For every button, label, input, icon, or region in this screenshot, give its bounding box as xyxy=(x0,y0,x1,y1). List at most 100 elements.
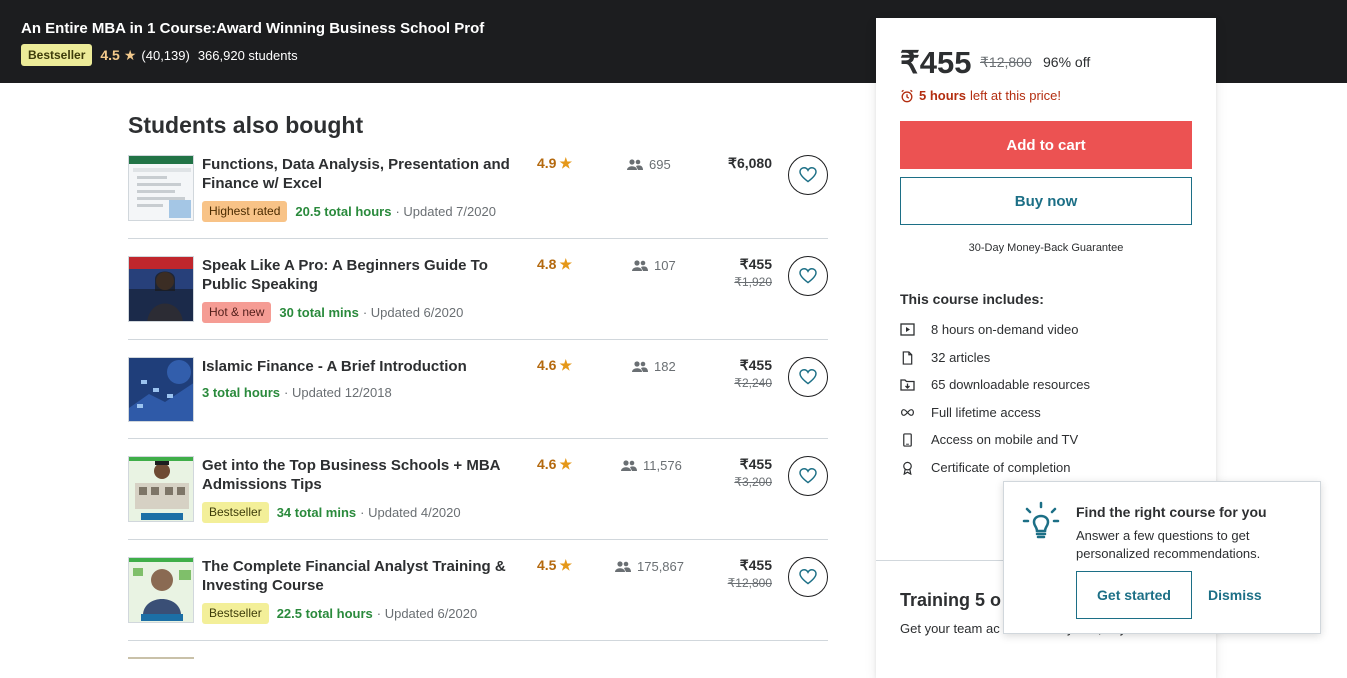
star-icon: ★ xyxy=(559,256,573,272)
course-thumbnail[interactable] xyxy=(128,256,194,322)
rating-count[interactable]: (40,139) xyxy=(141,47,190,63)
enrolled-value: 175,867 xyxy=(637,559,684,574)
course-title-link[interactable]: Functions, Data Analysis, Presentation a… xyxy=(202,156,510,192)
dismiss-button[interactable]: Dismiss xyxy=(1208,587,1262,603)
download-icon xyxy=(900,379,915,391)
course-price: ₹455 ₹1,920 xyxy=(734,256,772,289)
section-title: Students also bought xyxy=(128,112,364,138)
enrolled-value: 695 xyxy=(649,157,671,172)
wishlist-button[interactable] xyxy=(788,155,828,195)
course-title-link[interactable]: Get into the Top Business Schools + MBA … xyxy=(202,457,500,493)
course-rating: 4.6 ★ xyxy=(537,357,572,374)
original-price: ₹3,200 xyxy=(734,475,772,489)
star-icon: ★ xyxy=(559,557,573,573)
include-label: Certificate of completion xyxy=(931,460,1071,475)
users-icon xyxy=(632,360,648,372)
course-price: ₹6,080 xyxy=(728,155,772,172)
heart-icon xyxy=(799,468,817,484)
course-title-link[interactable]: Speak Like A Pro: A Beginners Guide To P… xyxy=(202,257,488,293)
rating-value: 4.9 xyxy=(537,155,557,171)
updated-date: · Updated 12/2018 xyxy=(284,385,392,400)
current-price: ₹455 xyxy=(739,357,772,373)
include-item: 32 articles xyxy=(900,350,990,365)
heart-icon xyxy=(799,167,817,183)
updated-date: · Updated 4/2020 xyxy=(360,505,461,520)
original-price: ₹2,240 xyxy=(734,376,772,390)
recommendation-popup: Find the right course for you Answer a f… xyxy=(1003,481,1321,634)
enrolled-value: 107 xyxy=(654,258,676,273)
current-price: ₹455 xyxy=(739,456,772,472)
course-title-link[interactable]: The Complete Financial Analyst Training … xyxy=(202,558,506,594)
enrolled-count: 175,867 xyxy=(615,559,684,574)
original-price: ₹12,800 xyxy=(727,576,772,590)
include-item: Full lifetime access xyxy=(900,405,1041,420)
hot-new-badge: Hot & new xyxy=(202,302,272,323)
course-row[interactable]: Get into the Top Business Schools + MBA … xyxy=(128,456,828,540)
course-row[interactable]: Speak Like A Pro: A Beginners Guide To P… xyxy=(128,256,828,340)
timer-hours: 5 hours xyxy=(919,88,966,103)
enrolled-count: 11,576 xyxy=(621,458,682,473)
certificate-icon xyxy=(903,461,912,475)
popup-title: Find the right course for you xyxy=(1076,504,1267,520)
users-icon xyxy=(615,560,631,572)
money-back-guarantee: 30-Day Money-Back Guarantee xyxy=(968,242,1124,254)
buy-now-button[interactable]: Buy now xyxy=(900,177,1192,225)
total-hours: 3 total hours xyxy=(202,385,281,400)
highest-rated-badge: Highest rated xyxy=(202,201,288,222)
updated-date: · Updated 6/2020 xyxy=(362,305,464,320)
total-hours: 30 total mins xyxy=(279,305,359,320)
course-thumbnail[interactable] xyxy=(128,557,194,623)
get-started-button[interactable]: Get started xyxy=(1076,571,1192,619)
original-price: ₹1,920 xyxy=(734,275,772,289)
star-icon: ★ xyxy=(559,357,573,373)
course-price: ₹455 ₹12,800 xyxy=(728,557,772,590)
wishlist-button[interactable] xyxy=(788,456,828,496)
video-icon xyxy=(900,323,915,336)
mobile-icon xyxy=(903,432,912,447)
users-icon xyxy=(632,259,648,271)
current-price: ₹455 xyxy=(739,256,772,272)
add-to-cart-button[interactable]: Add to cart xyxy=(900,121,1192,169)
course-title: An Entire MBA in 1 Course:Award Winning … xyxy=(21,20,485,37)
include-label: Access on mobile and TV xyxy=(931,432,1079,447)
course-thumbnail[interactable] xyxy=(128,456,194,522)
training-title: Training 5 o xyxy=(900,590,1002,610)
course-row[interactable]: Islamic Finance - A Brief Introduction 3… xyxy=(128,357,828,439)
users-icon xyxy=(627,158,643,170)
rating-value: 4.6 xyxy=(537,456,557,472)
star-icon: ★ xyxy=(123,46,137,63)
course-rating: 4.9 ★ xyxy=(537,155,572,172)
wishlist-button[interactable] xyxy=(788,357,828,397)
wishlist-button[interactable] xyxy=(788,557,828,597)
enrolled-value: 11,576 xyxy=(643,458,682,473)
course-price: ₹455 ₹2,240 xyxy=(734,357,772,390)
wishlist-button[interactable] xyxy=(788,256,828,296)
course-rating: 4.8 ★ xyxy=(537,256,572,273)
discount-percent: 96% off xyxy=(1043,54,1091,70)
course-thumbnail[interactable] xyxy=(128,357,194,422)
star-icon: ★ xyxy=(559,155,573,171)
bestseller-badge: Bestseller xyxy=(202,502,269,523)
include-item: 65 downloadable resources xyxy=(900,377,1090,392)
includes-title: This course includes: xyxy=(900,291,1044,307)
heart-icon xyxy=(799,268,817,284)
popup-text: Answer a few questions to get personaliz… xyxy=(1076,528,1261,561)
alarm-clock-icon xyxy=(901,89,913,102)
enrolled-value: 182 xyxy=(654,359,676,374)
current-price: ₹455 xyxy=(900,45,972,80)
course-title-link[interactable]: Islamic Finance - A Brief Introduction xyxy=(202,358,467,375)
course-thumbnail[interactable] xyxy=(128,155,194,221)
original-price: ₹12,800 xyxy=(980,54,1032,70)
course-rating: 4.6 ★ xyxy=(537,456,572,473)
course-info: Bestseller 34 total mins · Updated 4/202… xyxy=(202,502,461,523)
updated-date: · Updated 7/2020 xyxy=(395,204,496,219)
file-icon xyxy=(902,350,913,365)
users-icon xyxy=(621,459,637,471)
course-row[interactable]: The Complete Financial Analyst Training … xyxy=(128,557,828,641)
rating-value: 4.8 xyxy=(537,256,557,272)
course-meta: Bestseller 4.5 ★ (40,139) 366,920 studen… xyxy=(21,44,298,66)
star-icon: ★ xyxy=(559,456,573,472)
include-item: Certificate of completion xyxy=(900,460,1070,475)
include-label: 8 hours on-demand video xyxy=(931,322,1079,337)
course-row[interactable]: Functions, Data Analysis, Presentation a… xyxy=(128,155,828,239)
